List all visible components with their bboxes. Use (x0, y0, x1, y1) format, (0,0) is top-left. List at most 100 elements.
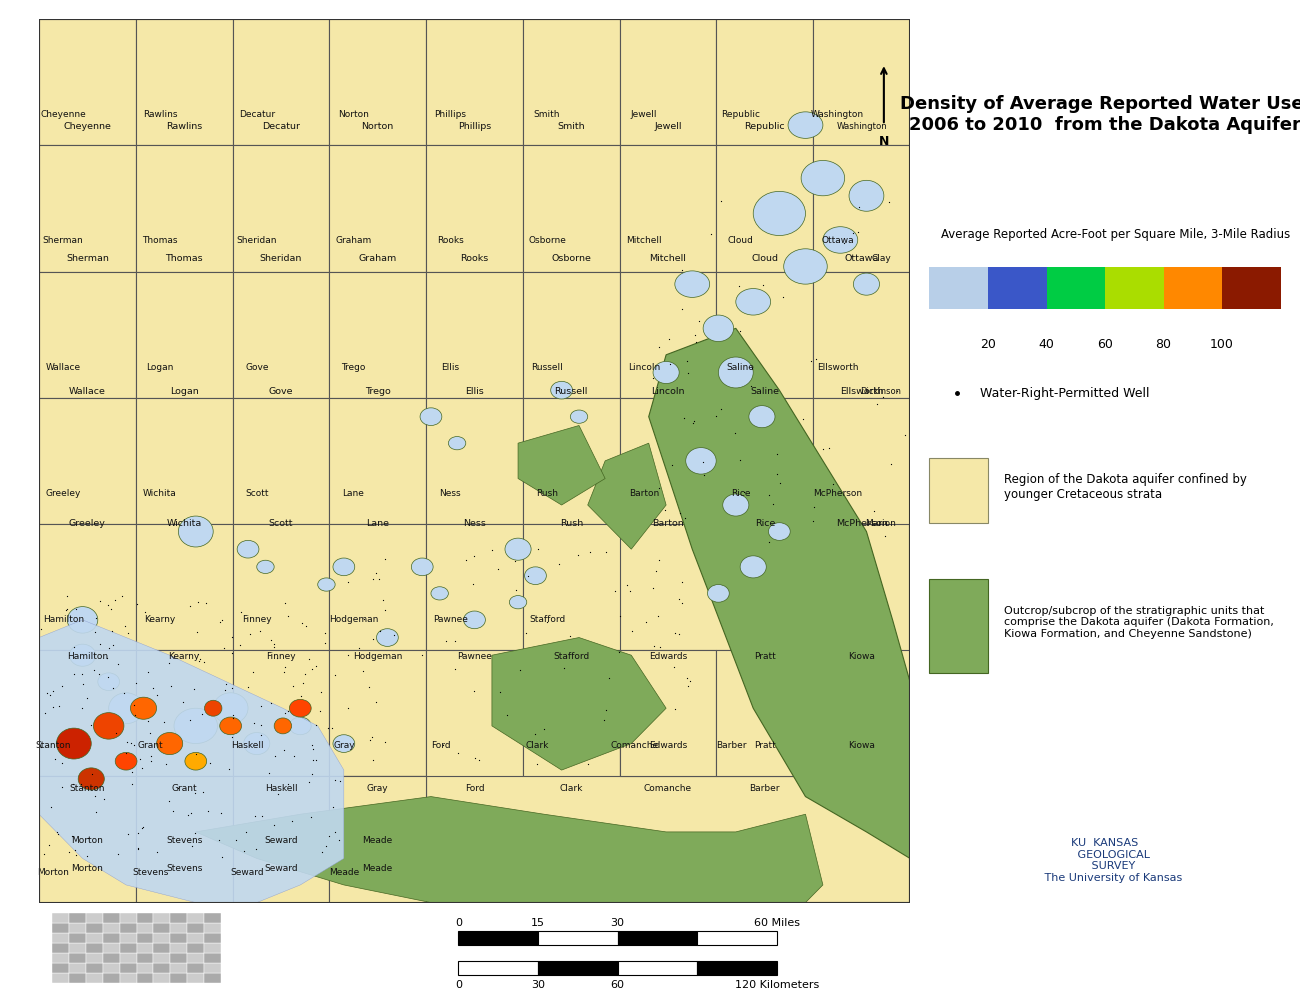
Point (127, 824, 148, 841)
Polygon shape (491, 638, 666, 770)
Point (117, 626, 138, 642)
Point (599, 670, 620, 686)
Bar (187, 963, 204, 973)
Bar (69, 953, 86, 963)
Point (276, 596, 296, 612)
Bar (170, 963, 187, 973)
Point (322, 720, 343, 736)
Text: Rooks: Rooks (437, 237, 464, 245)
Point (758, 535, 779, 551)
Bar (204, 953, 221, 963)
Point (103, 680, 124, 696)
Bar (103, 933, 120, 943)
Point (179, 712, 200, 728)
Point (801, 354, 822, 370)
Bar (153, 963, 170, 973)
Ellipse shape (411, 559, 433, 576)
Bar (716, 651, 814, 776)
Point (77, 690, 98, 706)
Ellipse shape (98, 673, 120, 691)
Text: Trego: Trego (365, 386, 390, 395)
Point (38, 837, 58, 853)
Text: 40: 40 (1039, 337, 1054, 350)
Point (354, 663, 374, 679)
Text: Cloud: Cloud (728, 237, 754, 245)
Point (140, 748, 161, 764)
Bar (620, 146, 716, 272)
Ellipse shape (510, 596, 526, 609)
Point (101, 602, 122, 618)
Point (311, 684, 332, 700)
Bar (458, 931, 538, 945)
Text: Osborne: Osborne (528, 237, 566, 245)
Text: Kiowa: Kiowa (848, 651, 875, 660)
Point (88, 666, 109, 682)
Bar (233, 398, 329, 525)
Text: Clark: Clark (559, 783, 582, 792)
Point (686, 334, 707, 350)
Ellipse shape (784, 250, 827, 285)
Point (664, 626, 685, 642)
Point (64, 640, 84, 656)
Bar (120, 953, 136, 963)
Bar (39, 20, 135, 146)
Bar (329, 146, 426, 272)
Bar (103, 953, 120, 963)
Bar (1222, 267, 1280, 309)
Point (554, 660, 575, 676)
Point (294, 666, 315, 682)
Text: Stanton: Stanton (36, 740, 72, 749)
Bar (233, 20, 329, 146)
Point (647, 609, 668, 625)
Point (849, 200, 870, 216)
Bar (170, 913, 187, 923)
Point (759, 487, 780, 504)
Text: Sherman: Sherman (66, 254, 109, 263)
Point (488, 562, 508, 578)
Point (185, 785, 205, 801)
Point (78, 829, 99, 846)
Point (497, 708, 517, 724)
Point (35, 705, 56, 721)
Bar (697, 961, 776, 975)
Text: Ford: Ford (464, 783, 485, 792)
Bar (426, 146, 523, 272)
Point (337, 700, 358, 716)
Point (135, 604, 156, 620)
Text: Stafford: Stafford (529, 615, 566, 624)
Text: Hodgeman: Hodgeman (354, 651, 403, 660)
Bar (426, 20, 523, 146)
Bar (136, 963, 153, 973)
Point (56, 603, 77, 619)
Bar (135, 525, 233, 651)
Point (464, 549, 485, 565)
Point (153, 714, 174, 730)
Bar (187, 943, 204, 953)
Point (243, 664, 264, 680)
Point (365, 694, 386, 710)
Point (887, 384, 907, 400)
Point (322, 798, 343, 814)
Bar (153, 933, 170, 943)
Point (299, 652, 320, 668)
Ellipse shape (432, 587, 448, 601)
Point (879, 195, 900, 211)
Point (30, 621, 51, 637)
Text: Rice: Rice (731, 488, 750, 497)
Bar (135, 651, 233, 776)
Polygon shape (39, 620, 343, 903)
Point (147, 688, 168, 704)
Text: Scott: Scott (244, 488, 269, 497)
Bar (120, 943, 136, 953)
Bar (39, 146, 135, 272)
Point (664, 701, 685, 717)
Point (659, 356, 680, 372)
Bar (135, 272, 233, 398)
Point (872, 389, 893, 405)
Point (654, 503, 675, 519)
Point (819, 441, 840, 457)
Point (209, 614, 230, 630)
Bar (930, 458, 988, 524)
Ellipse shape (788, 112, 823, 139)
Point (124, 737, 144, 753)
